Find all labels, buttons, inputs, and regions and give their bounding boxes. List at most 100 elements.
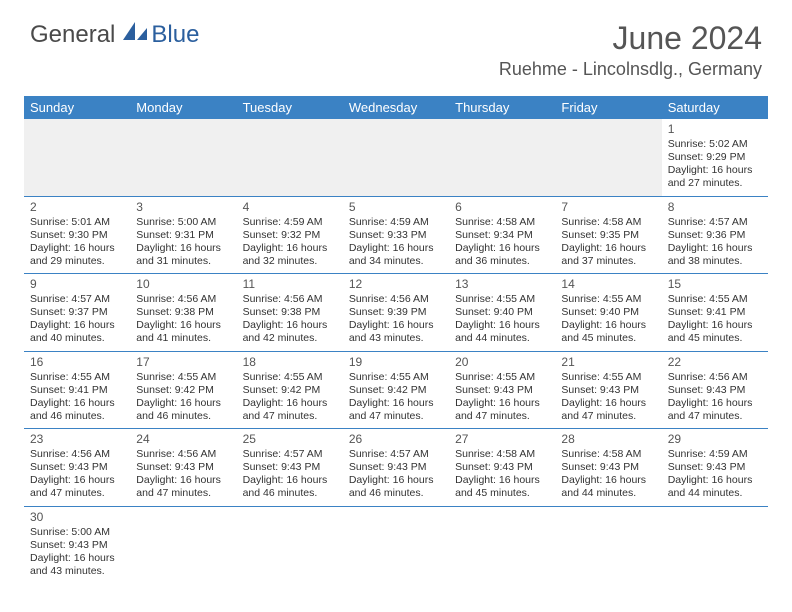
sunset-line: Sunset: 9:36 PM [668, 229, 762, 242]
day-number: 8 [668, 200, 762, 215]
calendar-cell [130, 119, 236, 196]
calendar-cell: 22Sunrise: 4:56 AMSunset: 9:43 PMDayligh… [662, 351, 768, 429]
sunrise-line: Sunrise: 4:55 AM [136, 371, 230, 384]
daylight-line: Daylight: 16 hours and 43 minutes. [30, 552, 124, 578]
sunrise-line: Sunrise: 4:56 AM [243, 293, 337, 306]
calendar-cell: 5Sunrise: 4:59 AMSunset: 9:33 PMDaylight… [343, 196, 449, 274]
calendar-cell: 27Sunrise: 4:58 AMSunset: 9:43 PMDayligh… [449, 429, 555, 507]
calendar-cell: 26Sunrise: 4:57 AMSunset: 9:43 PMDayligh… [343, 429, 449, 507]
daylight-line: Daylight: 16 hours and 34 minutes. [349, 242, 443, 268]
daylight-line: Daylight: 16 hours and 47 minutes. [668, 397, 762, 423]
day-number: 21 [561, 355, 655, 370]
calendar-table: Sunday Monday Tuesday Wednesday Thursday… [24, 96, 768, 583]
sunset-line: Sunset: 9:43 PM [30, 461, 124, 474]
day-number: 23 [30, 432, 124, 447]
daylight-line: Daylight: 16 hours and 42 minutes. [243, 319, 337, 345]
weekday-header: Tuesday [237, 96, 343, 119]
calendar-cell: 24Sunrise: 4:56 AMSunset: 9:43 PMDayligh… [130, 429, 236, 507]
calendar-cell: 10Sunrise: 4:56 AMSunset: 9:38 PMDayligh… [130, 274, 236, 352]
sunset-line: Sunset: 9:42 PM [243, 384, 337, 397]
day-number: 25 [243, 432, 337, 447]
location-label: Ruehme - Lincolnsdlg., Germany [499, 59, 762, 80]
sunset-line: Sunset: 9:30 PM [30, 229, 124, 242]
sunset-line: Sunset: 9:41 PM [668, 306, 762, 319]
weekday-header: Friday [555, 96, 661, 119]
calendar-cell: 23Sunrise: 4:56 AMSunset: 9:43 PMDayligh… [24, 429, 130, 507]
calendar-cell [449, 506, 555, 583]
daylight-line: Daylight: 16 hours and 47 minutes. [136, 474, 230, 500]
sunrise-line: Sunrise: 4:55 AM [243, 371, 337, 384]
calendar-row: 23Sunrise: 4:56 AMSunset: 9:43 PMDayligh… [24, 429, 768, 507]
daylight-line: Daylight: 16 hours and 46 minutes. [243, 474, 337, 500]
sunrise-line: Sunrise: 4:56 AM [30, 448, 124, 461]
sunset-line: Sunset: 9:40 PM [455, 306, 549, 319]
day-number: 14 [561, 277, 655, 292]
calendar-cell [24, 119, 130, 196]
calendar-cell [555, 506, 661, 583]
calendar-cell [237, 506, 343, 583]
sunset-line: Sunset: 9:43 PM [668, 384, 762, 397]
day-number: 24 [136, 432, 230, 447]
day-number: 10 [136, 277, 230, 292]
calendar-cell: 21Sunrise: 4:55 AMSunset: 9:43 PMDayligh… [555, 351, 661, 429]
day-number: 9 [30, 277, 124, 292]
sunset-line: Sunset: 9:43 PM [455, 461, 549, 474]
sunrise-line: Sunrise: 4:55 AM [668, 293, 762, 306]
day-number: 12 [349, 277, 443, 292]
sunset-line: Sunset: 9:29 PM [668, 151, 762, 164]
sunrise-line: Sunrise: 4:56 AM [668, 371, 762, 384]
day-number: 6 [455, 200, 549, 215]
title-block: June 2024 Ruehme - Lincolnsdlg., Germany [499, 20, 762, 80]
sunset-line: Sunset: 9:31 PM [136, 229, 230, 242]
sunrise-line: Sunrise: 5:00 AM [30, 526, 124, 539]
sunrise-line: Sunrise: 4:58 AM [455, 448, 549, 461]
sunrise-line: Sunrise: 4:57 AM [243, 448, 337, 461]
sunset-line: Sunset: 9:34 PM [455, 229, 549, 242]
daylight-line: Daylight: 16 hours and 46 minutes. [349, 474, 443, 500]
calendar-cell: 12Sunrise: 4:56 AMSunset: 9:39 PMDayligh… [343, 274, 449, 352]
daylight-line: Daylight: 16 hours and 32 minutes. [243, 242, 337, 268]
day-number: 4 [243, 200, 337, 215]
day-number: 3 [136, 200, 230, 215]
sunrise-line: Sunrise: 4:55 AM [455, 293, 549, 306]
day-number: 22 [668, 355, 762, 370]
sunrise-line: Sunrise: 4:57 AM [668, 216, 762, 229]
sunset-line: Sunset: 9:37 PM [30, 306, 124, 319]
day-number: 7 [561, 200, 655, 215]
daylight-line: Daylight: 16 hours and 27 minutes. [668, 164, 762, 190]
calendar-cell: 28Sunrise: 4:58 AMSunset: 9:43 PMDayligh… [555, 429, 661, 507]
calendar-cell: 4Sunrise: 4:59 AMSunset: 9:32 PMDaylight… [237, 196, 343, 274]
calendar-cell: 2Sunrise: 5:01 AMSunset: 9:30 PMDaylight… [24, 196, 130, 274]
sunrise-line: Sunrise: 4:59 AM [668, 448, 762, 461]
day-number: 26 [349, 432, 443, 447]
calendar-cell: 25Sunrise: 4:57 AMSunset: 9:43 PMDayligh… [237, 429, 343, 507]
daylight-line: Daylight: 16 hours and 45 minutes. [455, 474, 549, 500]
calendar-cell: 8Sunrise: 4:57 AMSunset: 9:36 PMDaylight… [662, 196, 768, 274]
weekday-header: Monday [130, 96, 236, 119]
sunrise-line: Sunrise: 4:56 AM [349, 293, 443, 306]
daylight-line: Daylight: 16 hours and 36 minutes. [455, 242, 549, 268]
calendar-cell [237, 119, 343, 196]
sunrise-line: Sunrise: 4:58 AM [561, 216, 655, 229]
sunset-line: Sunset: 9:42 PM [349, 384, 443, 397]
sunset-line: Sunset: 9:43 PM [136, 461, 230, 474]
sunset-line: Sunset: 9:43 PM [349, 461, 443, 474]
header: General Blue June 2024 Ruehme - Lincolns… [0, 0, 792, 88]
logo: General Blue [30, 20, 199, 49]
sunrise-line: Sunrise: 4:55 AM [455, 371, 549, 384]
weekday-header-row: Sunday Monday Tuesday Wednesday Thursday… [24, 96, 768, 119]
day-number: 16 [30, 355, 124, 370]
sunset-line: Sunset: 9:43 PM [668, 461, 762, 474]
daylight-line: Daylight: 16 hours and 44 minutes. [455, 319, 549, 345]
sunset-line: Sunset: 9:43 PM [243, 461, 337, 474]
logo-text-2: Blue [151, 21, 199, 49]
sunset-line: Sunset: 9:43 PM [30, 539, 124, 552]
day-number: 1 [668, 122, 762, 137]
day-number: 11 [243, 277, 337, 292]
sunrise-line: Sunrise: 4:57 AM [349, 448, 443, 461]
calendar-row: 16Sunrise: 4:55 AMSunset: 9:41 PMDayligh… [24, 351, 768, 429]
sunset-line: Sunset: 9:32 PM [243, 229, 337, 242]
daylight-line: Daylight: 16 hours and 38 minutes. [668, 242, 762, 268]
calendar-cell: 29Sunrise: 4:59 AMSunset: 9:43 PMDayligh… [662, 429, 768, 507]
sunrise-line: Sunrise: 4:59 AM [349, 216, 443, 229]
